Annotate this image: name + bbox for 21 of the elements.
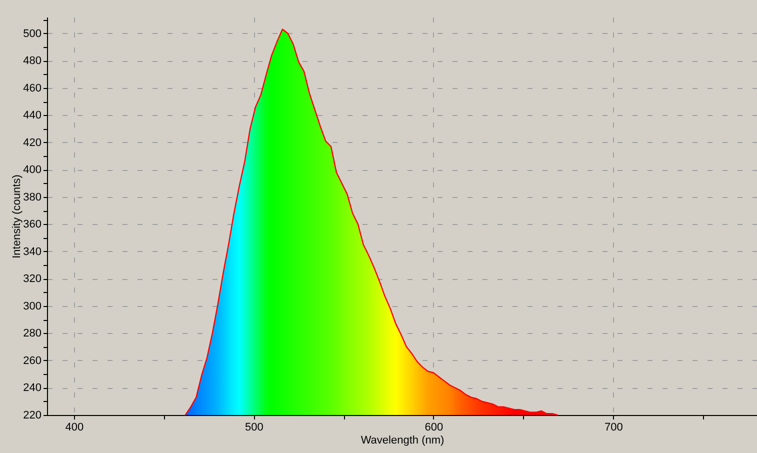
y-tick-label: 460	[23, 82, 42, 94]
y-tick-label: 340	[23, 246, 42, 258]
y-tick-label: 420	[23, 136, 42, 149]
y-tick-label: 260	[23, 354, 42, 367]
x-tick-label: 700	[604, 422, 623, 434]
y-tick-label: 440	[23, 110, 42, 122]
y-tick-label: 380	[23, 191, 42, 204]
x-tick-label: 500	[245, 422, 264, 434]
y-tick-label: 240	[23, 382, 42, 394]
y-axis-title: Intensity (counts)	[11, 174, 24, 258]
y-tick-label: 500	[23, 28, 42, 40]
x-axis-title: Wavelength (nm)	[360, 434, 444, 446]
y-tick-label: 360	[23, 218, 42, 231]
y-tick-label: 320	[23, 273, 42, 286]
y-tick-label: 480	[23, 55, 42, 68]
x-tick-label: 600	[424, 422, 444, 434]
y-tick-label: 220	[23, 410, 42, 422]
x-tick-label: 400	[65, 422, 84, 434]
y-tick-label: 280	[23, 328, 42, 340]
y-tick-label: 400	[23, 164, 42, 176]
y-tick-label: 300	[23, 300, 42, 312]
